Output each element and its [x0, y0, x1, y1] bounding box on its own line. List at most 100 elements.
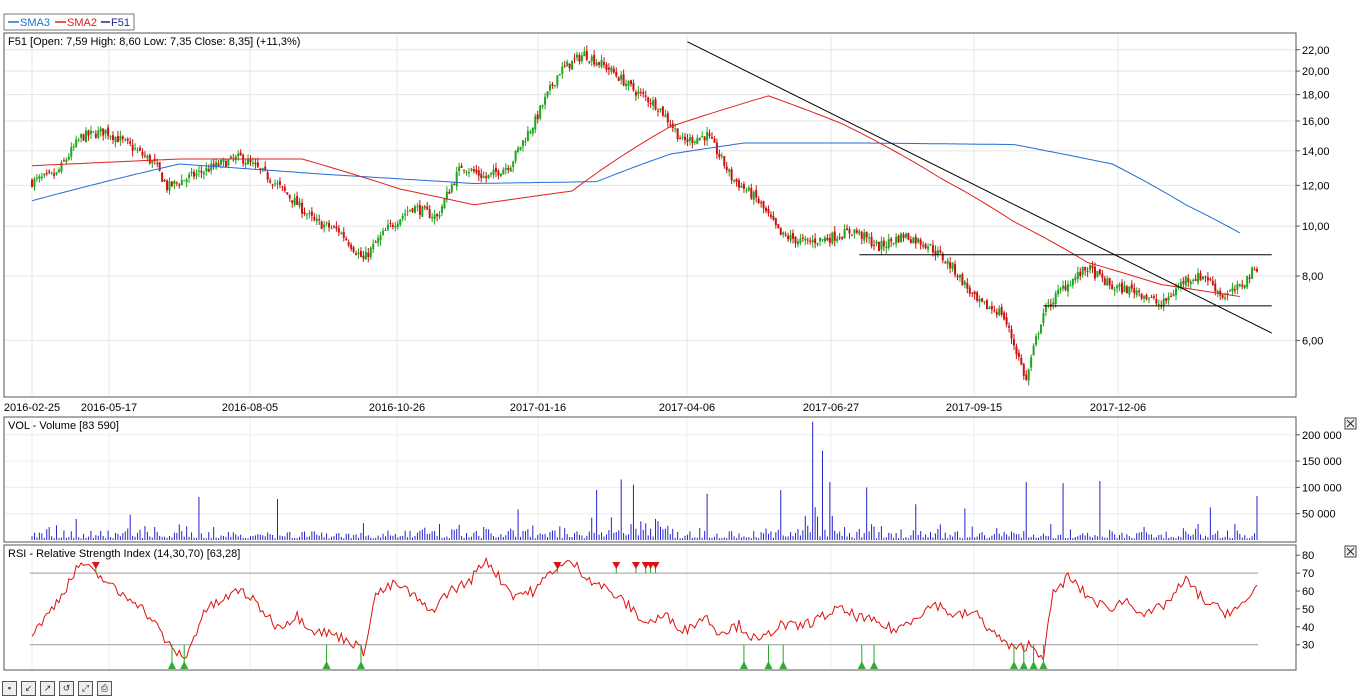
candle-body	[787, 235, 790, 240]
rsi-sell-marker	[631, 562, 640, 569]
candle-body	[936, 250, 939, 255]
candle-body	[578, 55, 581, 62]
candle-body	[58, 169, 61, 173]
rsi-line	[31, 556, 1258, 662]
candle-body	[99, 128, 102, 132]
candle-body	[836, 238, 839, 242]
zoom-in-icon[interactable]: ↙	[21, 681, 36, 696]
candle-body	[1086, 271, 1089, 273]
candle-body	[814, 238, 817, 244]
candle-body	[330, 227, 333, 229]
candle-body	[288, 195, 291, 199]
candle-body	[143, 155, 146, 157]
candle-body	[949, 262, 952, 269]
candle-body	[124, 139, 127, 141]
candle-body	[1143, 296, 1146, 299]
candle-body	[355, 253, 358, 255]
candle-body	[234, 156, 237, 161]
candle-body	[772, 216, 775, 220]
candle-body	[821, 239, 824, 241]
candle-body	[310, 211, 313, 216]
candle-body	[251, 162, 254, 164]
rsi-sell-marker	[612, 562, 621, 569]
candle-body	[880, 241, 883, 250]
candle-body	[163, 179, 166, 182]
candle-body	[990, 305, 993, 310]
candle-body	[1020, 357, 1023, 365]
candle-body	[1248, 277, 1251, 279]
candle-body	[954, 264, 957, 275]
legend-item-f51: F51	[111, 17, 130, 29]
close-rsi-panel-button[interactable]	[1344, 545, 1357, 558]
candle-body	[713, 138, 716, 143]
candle-body	[1179, 282, 1182, 288]
candle-body	[303, 212, 306, 214]
reset-icon[interactable]: ↺	[59, 681, 74, 696]
candle-body	[600, 59, 603, 67]
candle-body	[274, 183, 277, 185]
candle-body	[296, 196, 299, 205]
price-tick-label: 10,00	[1302, 221, 1330, 233]
rsi-panel[interactable]: 80 70 60 50 40 30 RSI - Relative Strength Ind…	[3, 544, 1357, 671]
candle-body	[490, 172, 493, 175]
candle-body	[458, 166, 461, 172]
candle-body	[448, 191, 451, 194]
candle-body	[1133, 288, 1136, 294]
candle-body	[571, 60, 574, 70]
price-panel[interactable]: 22,00 20,00 18,00 16,00 14,00 12,00 10,00 8,00 6…	[3, 32, 1330, 414]
candle-body	[985, 300, 988, 310]
candle-body	[1044, 305, 1047, 313]
candle-body	[605, 64, 608, 70]
candle-body	[1192, 280, 1195, 282]
close-volume-panel-button[interactable]	[1344, 417, 1357, 430]
candle-body	[305, 214, 308, 216]
volume-panel[interactable]: 200 000 150 000 100 000 50 000 VOL - Volume…	[3, 416, 1357, 543]
candle-body	[197, 170, 200, 172]
candle-body	[750, 187, 753, 199]
candle-body	[703, 136, 706, 141]
rsi-buy-marker	[764, 661, 773, 669]
candle-body	[615, 71, 618, 76]
candle-body	[752, 191, 755, 200]
rsi-buy-marker	[1009, 661, 1018, 669]
zoom-out-icon[interactable]: ↗	[40, 681, 55, 696]
rsi-buy-marker	[356, 661, 365, 669]
candle-body	[939, 250, 942, 253]
rsi-buy-marker	[322, 661, 331, 669]
candle-body	[634, 92, 637, 96]
candle-body	[48, 171, 51, 173]
rsi-buy-marker	[857, 661, 866, 669]
candle-body	[1214, 283, 1217, 292]
candle-body	[1120, 282, 1123, 293]
candle-body	[1101, 273, 1104, 278]
candle-body	[816, 243, 819, 245]
candle-body	[301, 202, 304, 214]
fit-icon[interactable]: ⤢	[78, 681, 93, 696]
candle-body	[769, 214, 772, 217]
candle-body	[62, 160, 65, 162]
candle-body	[1209, 279, 1212, 281]
candle-body	[1236, 283, 1239, 290]
candle-body	[823, 237, 826, 242]
candle-body	[1172, 293, 1175, 296]
rsi-sell-marker	[553, 562, 562, 569]
candle-body	[286, 192, 289, 195]
candle-body	[1116, 286, 1119, 289]
candle-body	[765, 207, 768, 212]
candle-body	[681, 136, 684, 138]
candle-body	[413, 206, 416, 213]
candle-body	[720, 155, 723, 157]
candle-body	[966, 283, 969, 289]
save-icon[interactable]: ▪	[2, 681, 17, 696]
candle-body	[369, 247, 372, 258]
candle-body	[620, 74, 623, 80]
trendline	[687, 41, 1272, 334]
print-icon[interactable]: ⎙	[97, 681, 112, 696]
candle-body	[1000, 306, 1003, 315]
date-axis: 2016-02-25 2016-05-17 2016-08-05 2016-10-26…	[4, 402, 1146, 414]
price-tick-label: 6,00	[1302, 335, 1323, 347]
price-tick-label: 20,00	[1302, 66, 1330, 78]
candle-body	[342, 232, 345, 238]
candle-body	[585, 50, 588, 60]
candle-body	[1118, 284, 1121, 287]
